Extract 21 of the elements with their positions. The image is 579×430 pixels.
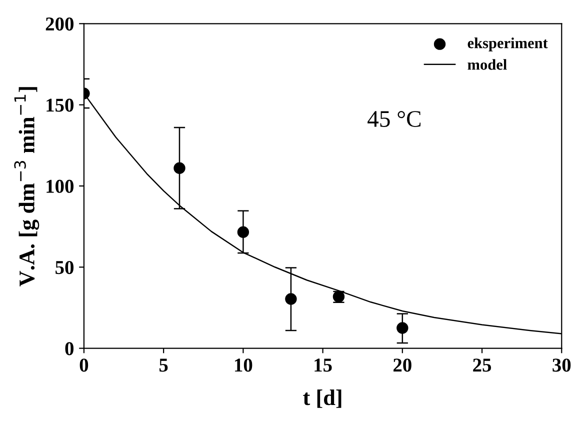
y-axis-title: V.A. [g dm$^{−3}$ min$^{−1}$] [14,87,40,286]
x-tick-label: 0 [80,358,88,372]
x-tick-label: 10 [235,358,252,372]
annotation: 45 °C [368,111,420,127]
x-tick-label: 25 [473,358,492,372]
y-tick-label: 100 [46,180,74,193]
y-tick-label: 0 [65,342,74,356]
point [396,322,408,334]
x-tick-label: 30 [552,358,571,372]
legend-label: eksperiment [468,37,548,52]
x-tick-label: 5 [159,358,168,372]
x-axis-title: t [d] [303,390,342,408]
x-tick-label: 20 [394,358,412,372]
legend-label: model [468,59,507,70]
y-tick-label: 50 [56,260,74,274]
y-tick-label: 150 [46,98,74,112]
point [285,293,297,305]
point [237,226,250,238]
y-tick-label: 200 [46,17,74,31]
point [174,162,186,174]
x-tick-label: 15 [314,358,332,372]
